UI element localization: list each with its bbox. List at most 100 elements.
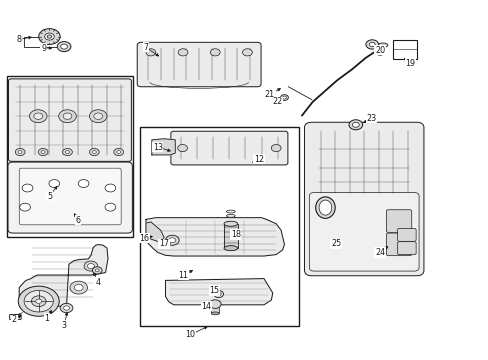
Text: 3: 3 (61, 321, 66, 330)
Circle shape (60, 303, 73, 313)
Text: 15: 15 (209, 286, 219, 295)
Text: 25: 25 (330, 239, 341, 248)
FancyBboxPatch shape (19, 168, 121, 225)
Text: 17: 17 (159, 239, 169, 248)
Bar (211, 304, 219, 314)
FancyBboxPatch shape (9, 315, 21, 319)
Circle shape (242, 49, 252, 56)
Bar (224, 224, 237, 248)
Text: 6: 6 (75, 216, 80, 225)
Circle shape (63, 306, 69, 310)
Text: 14: 14 (201, 302, 211, 311)
Circle shape (105, 203, 116, 211)
Polygon shape (165, 279, 272, 305)
Circle shape (282, 96, 286, 99)
Circle shape (365, 40, 378, 49)
Circle shape (39, 29, 60, 44)
FancyBboxPatch shape (137, 42, 261, 87)
Circle shape (20, 203, 30, 211)
FancyBboxPatch shape (386, 210, 411, 232)
Circle shape (352, 122, 359, 127)
Circle shape (59, 110, 76, 123)
Circle shape (280, 95, 288, 100)
Circle shape (213, 291, 223, 298)
Circle shape (18, 150, 22, 153)
Polygon shape (146, 218, 284, 256)
Circle shape (22, 184, 33, 192)
Ellipse shape (211, 312, 219, 315)
Circle shape (165, 235, 179, 245)
Circle shape (31, 296, 46, 307)
Polygon shape (146, 222, 163, 243)
Circle shape (41, 150, 45, 153)
Text: 8: 8 (17, 35, 21, 44)
FancyBboxPatch shape (309, 193, 418, 271)
Text: 7: 7 (143, 43, 148, 52)
Circle shape (178, 49, 187, 56)
Circle shape (168, 238, 175, 243)
FancyBboxPatch shape (170, 131, 287, 165)
Text: 11: 11 (178, 270, 188, 279)
Circle shape (87, 264, 94, 269)
Circle shape (368, 42, 374, 46)
Circle shape (61, 44, 67, 49)
Ellipse shape (226, 215, 235, 217)
Circle shape (63, 113, 72, 120)
Polygon shape (152, 139, 175, 155)
Circle shape (44, 33, 54, 40)
FancyBboxPatch shape (386, 233, 411, 256)
Text: 21: 21 (264, 90, 274, 99)
Circle shape (49, 180, 60, 188)
Circle shape (84, 261, 98, 271)
Text: 5: 5 (47, 192, 52, 201)
Text: 1: 1 (44, 314, 49, 323)
Circle shape (89, 110, 107, 123)
Circle shape (89, 148, 99, 156)
Circle shape (15, 148, 25, 156)
Circle shape (36, 299, 41, 303)
Circle shape (78, 180, 89, 188)
Bar (392, 40, 416, 59)
Circle shape (29, 110, 47, 123)
Text: 4: 4 (96, 278, 101, 287)
Circle shape (95, 269, 99, 272)
Circle shape (105, 184, 116, 192)
Circle shape (92, 267, 102, 274)
Circle shape (210, 49, 220, 56)
Text: 19: 19 (405, 59, 414, 68)
Circle shape (70, 281, 87, 294)
Circle shape (209, 300, 221, 309)
Polygon shape (19, 244, 108, 306)
Bar (140, 127, 299, 326)
Circle shape (177, 144, 187, 152)
Ellipse shape (315, 197, 334, 219)
Text: 16: 16 (139, 234, 149, 243)
Circle shape (34, 113, 42, 120)
Circle shape (62, 148, 72, 156)
Circle shape (374, 48, 384, 55)
Ellipse shape (224, 221, 237, 226)
FancyBboxPatch shape (304, 122, 423, 276)
Text: 9: 9 (41, 44, 46, 53)
Text: 22: 22 (272, 97, 282, 106)
FancyBboxPatch shape (8, 162, 132, 233)
Text: 13: 13 (152, 143, 163, 152)
Circle shape (117, 150, 121, 153)
Circle shape (271, 144, 281, 152)
Text: 24: 24 (374, 248, 385, 257)
Circle shape (377, 50, 382, 53)
Circle shape (114, 148, 123, 156)
Bar (6, 76, 133, 237)
Text: 23: 23 (366, 114, 376, 123)
FancyBboxPatch shape (8, 79, 131, 161)
Circle shape (348, 120, 362, 130)
Ellipse shape (226, 210, 235, 213)
Ellipse shape (377, 43, 387, 47)
Text: 10: 10 (184, 330, 195, 339)
Circle shape (92, 150, 96, 153)
FancyBboxPatch shape (397, 228, 415, 241)
Text: 18: 18 (230, 230, 240, 239)
Circle shape (57, 41, 71, 51)
Circle shape (38, 148, 48, 156)
Circle shape (18, 286, 59, 316)
